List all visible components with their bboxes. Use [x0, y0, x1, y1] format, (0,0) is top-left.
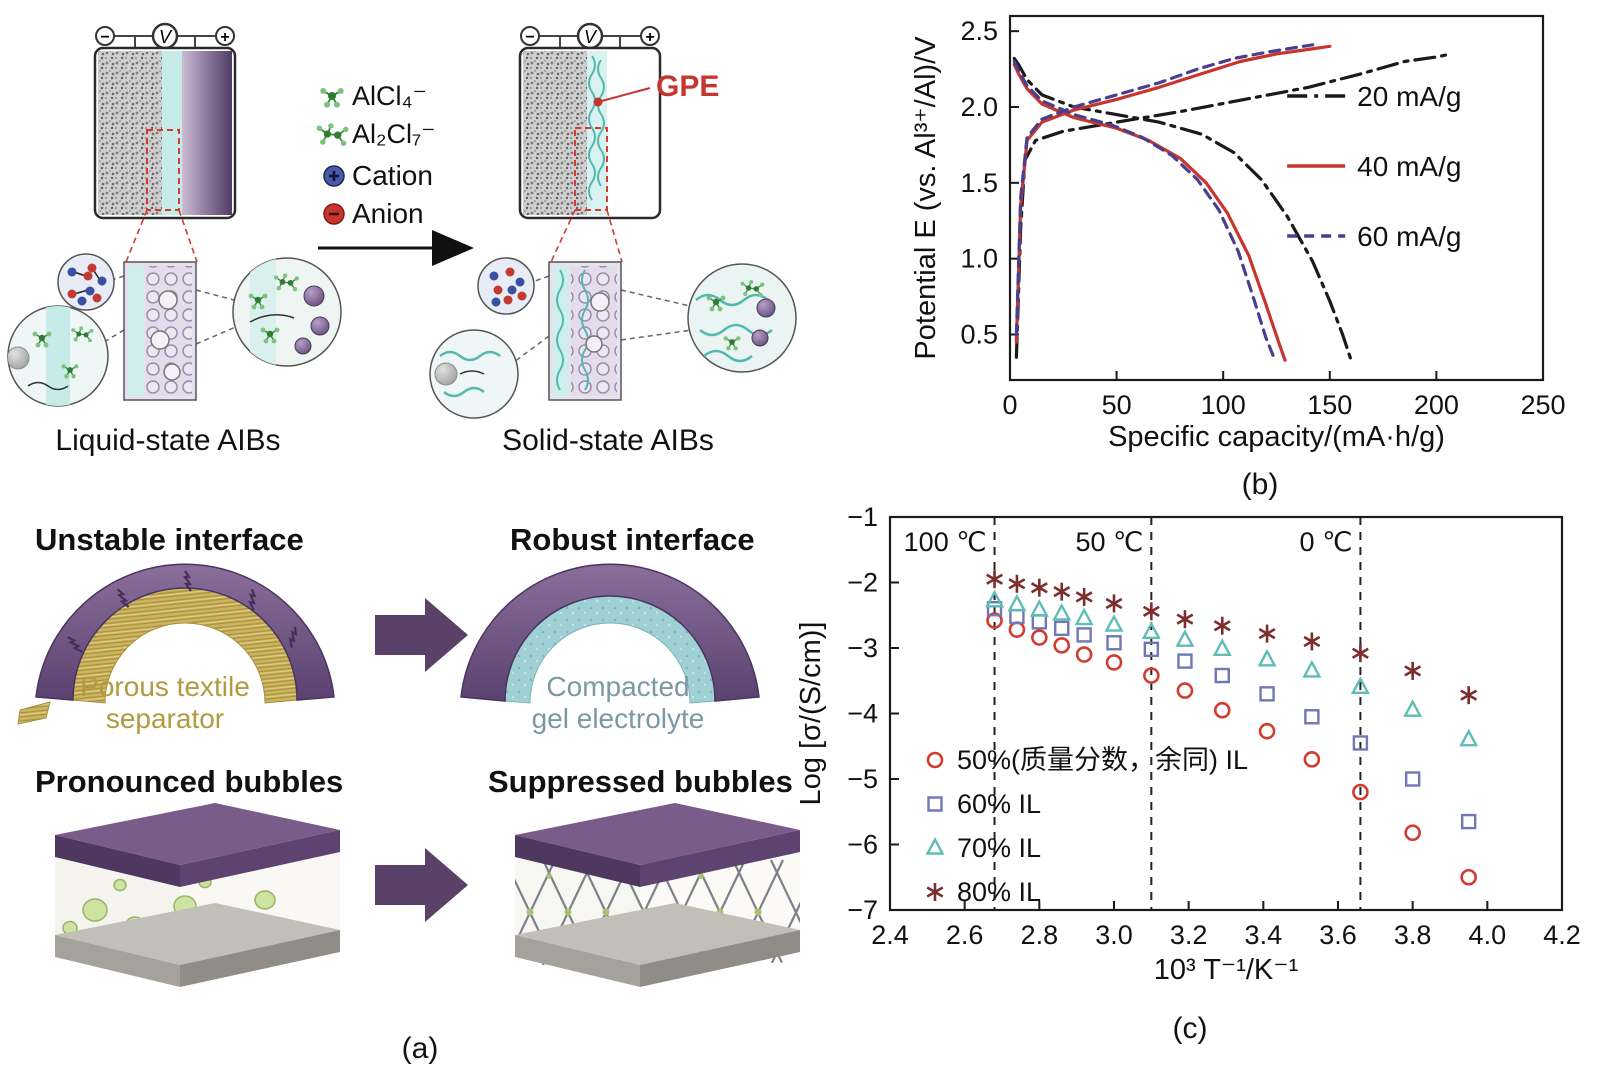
panel-c-label: (c)	[1172, 1012, 1208, 1045]
svg-text:200: 200	[1414, 390, 1459, 420]
svg-text:1.5: 1.5	[960, 168, 998, 198]
svg-text:100 ℃: 100 ℃	[904, 527, 987, 557]
svg-text:2.0: 2.0	[960, 92, 998, 122]
electrolyte-inset-liquid	[7, 305, 109, 407]
svg-text:−1: −1	[847, 505, 878, 532]
unstable-arch	[17, 563, 335, 725]
terminal-minus-sign: −	[100, 29, 109, 46]
svg-text:3.4: 3.4	[1245, 920, 1283, 950]
svg-text:80% IL: 80% IL	[957, 877, 1041, 907]
inset-connectors-solid	[513, 275, 693, 363]
arrow-right-top	[375, 598, 468, 672]
svg-text:60% IL: 60% IL	[957, 789, 1041, 819]
terminal-plus-sign: +	[645, 29, 654, 46]
svg-text:−6: −6	[847, 830, 878, 860]
gpe-callout: GPE	[593, 70, 719, 107]
svg-text:0: 0	[1002, 390, 1017, 420]
compacted-gel-label-line1: Compacted	[546, 671, 689, 702]
legend-anion-label: Anion	[352, 198, 424, 229]
pronounced-bubbles-title: Pronounced bubbles	[35, 764, 343, 799]
voltmeter-label: V	[584, 27, 598, 47]
svg-text:70% IL: 70% IL	[957, 833, 1041, 863]
svg-text:Potential E (vs. Al³⁺/Al)/V: Potential E (vs. Al³⁺/Al)/V	[910, 36, 942, 360]
svg-text:Log [σ/(S/cm)]: Log [σ/(S/cm)]	[795, 622, 827, 806]
svg-text:3.6: 3.6	[1319, 920, 1357, 950]
zoom-region-box	[574, 127, 608, 211]
svg-text:2.8: 2.8	[1021, 920, 1059, 950]
suppressed-bubbles-title: Suppressed bubbles	[488, 764, 793, 799]
terminal-plus-icon	[640, 26, 660, 46]
svg-text:Specific capacity/(mA·h/g): Specific capacity/(mA·h/g)	[1108, 421, 1445, 453]
panel-b-label: (b)	[1241, 468, 1279, 501]
separator-zoom-liquid	[123, 261, 197, 401]
legend-cation-label: Cation	[352, 160, 433, 191]
svg-text:−4: −4	[847, 699, 878, 729]
voltmeter-label: V	[159, 27, 173, 47]
svg-text:10³ T⁻¹/K⁻¹: 10³ T⁻¹/K⁻¹	[1154, 954, 1299, 986]
svg-text:1.0: 1.0	[960, 244, 998, 274]
species-legend: AlCl₄⁻ Al₂Cl₇⁻ Cation Anion	[315, 81, 474, 266]
svg-text:2.6: 2.6	[946, 920, 984, 950]
svg-text:3.8: 3.8	[1394, 920, 1432, 950]
ion-pair-inset-liquid	[57, 253, 115, 311]
pronounced-bubbles-stack	[55, 803, 340, 987]
ion-pair-inset-solid	[477, 257, 535, 315]
electrolyte-inset-solid	[429, 329, 519, 419]
svg-text:50%(质量分数，余同) IL: 50%(质量分数，余同) IL	[957, 745, 1248, 775]
terminal-minus-icon	[95, 26, 115, 46]
svg-text:20 mA/g: 20 mA/g	[1357, 81, 1461, 112]
suppressed-bubbles-stack	[515, 803, 800, 987]
zoom-connectors-liquid	[125, 209, 198, 263]
svg-text:2.4: 2.4	[871, 920, 909, 950]
svg-text:100: 100	[1201, 390, 1246, 420]
svg-text:−7: −7	[847, 895, 878, 925]
svg-text:−3: −3	[847, 633, 878, 663]
battery-liquid: − V +	[93, 22, 237, 220]
svg-text:4.2: 4.2	[1543, 920, 1581, 950]
panel-a-interface: Unstable interface Robust interface Poro…	[17, 522, 800, 987]
panel-a-label: (a)	[401, 1032, 439, 1065]
solid-caption: Solid-state AIBs	[502, 424, 714, 457]
svg-text:250: 250	[1520, 390, 1565, 420]
svg-text:150: 150	[1307, 390, 1352, 420]
gpe-label: GPE	[656, 70, 719, 103]
liquid-caption: Liquid-state AIBs	[55, 424, 280, 457]
svg-text:2.5: 2.5	[960, 16, 998, 46]
porous-separator-label-line1: Porous textile	[80, 671, 250, 702]
legend-alcl4-label: AlCl₄⁻	[352, 81, 427, 111]
svg-text:−2: −2	[847, 568, 878, 598]
legend-al2cl7-label: Al₂Cl₇⁻	[352, 119, 436, 149]
robust-arch	[460, 563, 760, 704]
interface-inset-solid	[687, 263, 797, 373]
porous-separator-label-line2: separator	[106, 703, 224, 734]
panel-a-schematic: − V +	[7, 22, 797, 457]
svg-text:4.0: 4.0	[1469, 920, 1507, 950]
arrow-right-bottom	[375, 848, 468, 922]
zoom-region-box	[146, 129, 180, 211]
chart-b: 0 50 100 150 200 250 0.5 1.0 1.5 2.0 2.5 Specific c…	[910, 14, 1565, 453]
zoom-connectors-solid	[550, 209, 623, 263]
interface-inset-liquid	[232, 257, 342, 367]
battery-solid: − V +	[518, 22, 662, 220]
compacted-gel-label-line2: gel electrolyte	[532, 703, 705, 734]
unstable-interface-title: Unstable interface	[35, 522, 304, 557]
terminal-minus-sign: −	[525, 29, 534, 46]
robust-interface-title: Robust interface	[510, 522, 755, 557]
svg-text:50: 50	[1102, 390, 1132, 420]
svg-text:40 mA/g: 40 mA/g	[1357, 151, 1461, 182]
terminal-plus-sign: +	[220, 29, 229, 46]
separator-zoom-solid	[548, 261, 622, 401]
terminal-plus-icon	[215, 26, 235, 46]
svg-text:0.5: 0.5	[960, 320, 998, 350]
chart-c: 2.4 2.6 2.8 3.0 3.2 3.4 3.6 3.8 4.0 4.2 −1 −2 −3 −4 −5…	[795, 505, 1581, 986]
svg-text:3.2: 3.2	[1170, 920, 1208, 950]
svg-text:0 ℃: 0 ℃	[1300, 527, 1353, 557]
svg-text:−5: −5	[847, 764, 878, 794]
svg-text:60 mA/g: 60 mA/g	[1357, 221, 1461, 252]
terminal-minus-icon	[520, 26, 540, 46]
svg-text:3.0: 3.0	[1095, 920, 1133, 950]
svg-text:50 ℃: 50 ℃	[1075, 527, 1143, 557]
